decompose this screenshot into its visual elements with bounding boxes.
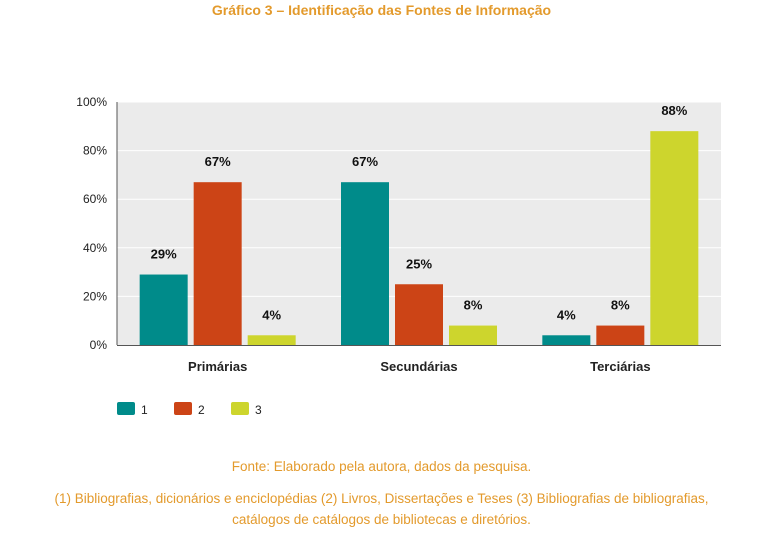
legend-swatch <box>117 402 135 415</box>
bar <box>449 325 497 345</box>
legend-note-line-1: (1) Bibliografias, dicionários e enciclo… <box>54 491 709 506</box>
bar <box>650 131 699 345</box>
chart-title: Gráfico 3 – Identificação das Fontes de … <box>211 2 552 18</box>
data-label: 67% <box>205 154 231 169</box>
legend-label: 3 <box>255 403 262 417</box>
legend-note: (1) Bibliografias, dicionários e enciclo… <box>0 488 763 530</box>
legend-swatch <box>174 402 192 415</box>
bar <box>139 274 188 345</box>
data-label: 8% <box>611 298 630 313</box>
bar <box>247 335 296 345</box>
legend-label: 1 <box>141 403 148 417</box>
data-label: 29% <box>151 247 177 262</box>
data-label: 88% <box>661 103 687 118</box>
data-label: 4% <box>557 307 576 322</box>
bar <box>596 325 645 345</box>
y-tick-label: 40% <box>83 241 107 255</box>
bar <box>395 284 443 345</box>
source-caption: Fonte: Elaborado pela autora, dados da p… <box>231 459 532 474</box>
bar <box>193 182 242 345</box>
legend-label: 2 <box>198 403 205 417</box>
y-tick-label: 100% <box>76 95 107 109</box>
bar-chart: 0% 20% 40% 60% 80% 100% 29% 67% 4% Primárias 67% 25… <box>76 95 721 417</box>
y-tick-label: 60% <box>83 192 107 206</box>
data-label: 4% <box>262 307 281 322</box>
data-label: 8% <box>464 298 483 313</box>
y-tick-label: 0% <box>90 338 108 352</box>
x-tick-label: Primárias <box>188 359 247 374</box>
legend-note-line-2: catálogos de catálogos de bibliotecas e … <box>232 512 531 527</box>
bar <box>341 182 389 345</box>
bar <box>542 335 591 345</box>
x-tick-label: Terciárias <box>590 359 650 374</box>
data-label: 67% <box>352 154 378 169</box>
data-label: 25% <box>406 256 432 271</box>
legend-swatch <box>231 402 249 415</box>
y-tick-label: 80% <box>83 144 107 158</box>
x-tick-label: Secundárias <box>380 359 457 374</box>
y-tick-label: 20% <box>83 289 107 303</box>
